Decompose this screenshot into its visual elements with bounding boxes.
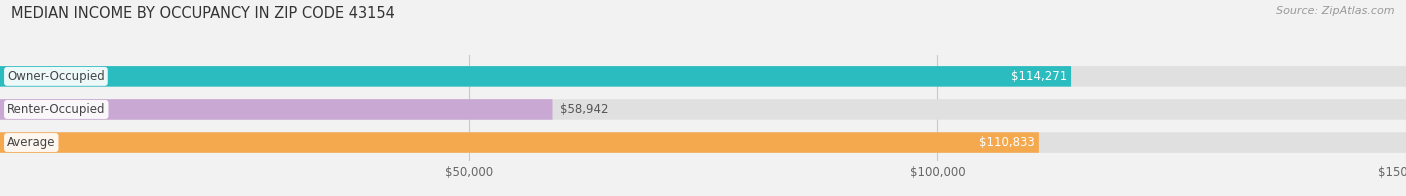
FancyBboxPatch shape (0, 132, 1406, 153)
FancyBboxPatch shape (0, 132, 1039, 153)
Text: Owner-Occupied: Owner-Occupied (7, 70, 105, 83)
Text: MEDIAN INCOME BY OCCUPANCY IN ZIP CODE 43154: MEDIAN INCOME BY OCCUPANCY IN ZIP CODE 4… (11, 6, 395, 21)
FancyBboxPatch shape (0, 99, 1406, 120)
FancyBboxPatch shape (0, 66, 1071, 87)
Text: Renter-Occupied: Renter-Occupied (7, 103, 105, 116)
Text: Source: ZipAtlas.com: Source: ZipAtlas.com (1277, 6, 1395, 16)
Text: $110,833: $110,833 (979, 136, 1035, 149)
Text: $114,271: $114,271 (1011, 70, 1067, 83)
Text: $58,942: $58,942 (560, 103, 607, 116)
FancyBboxPatch shape (0, 66, 1406, 87)
FancyBboxPatch shape (0, 99, 553, 120)
Text: Average: Average (7, 136, 55, 149)
